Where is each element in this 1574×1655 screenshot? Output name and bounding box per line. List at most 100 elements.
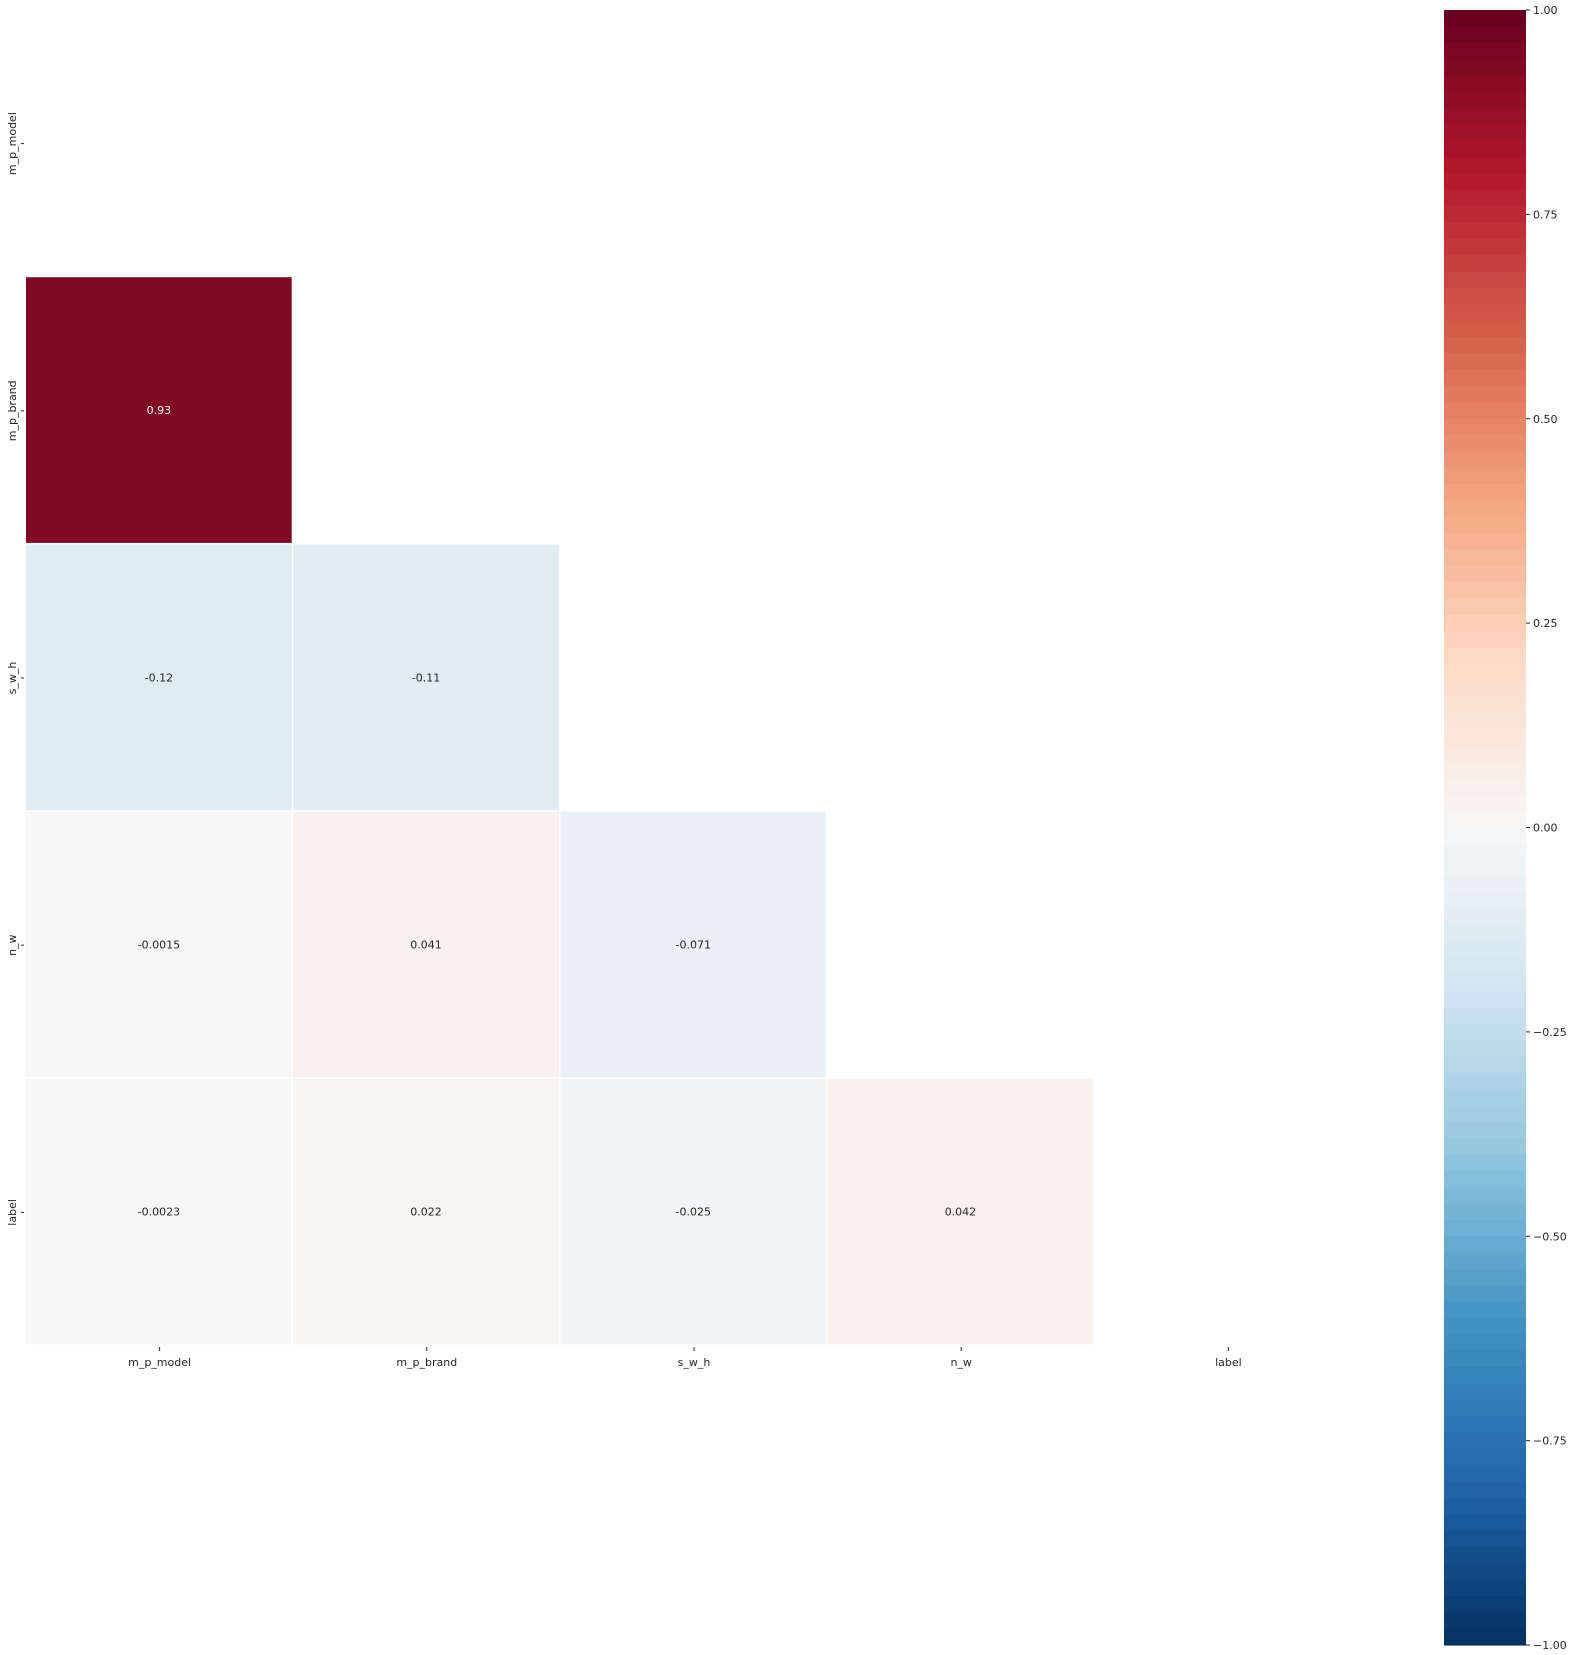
- colorbar-band: [1444, 1448, 1526, 1466]
- heatmap-cell-label-m_p_brand: [293, 1078, 559, 1345]
- colorbar-band: [1444, 500, 1526, 518]
- y-tick-label-s_w_h: s_w_h: [6, 662, 19, 695]
- heatmap-cell-m_p_brand-m_p_model: [26, 277, 292, 543]
- colorbar-band: [1444, 1514, 1526, 1532]
- colorbar-band: [1444, 222, 1526, 240]
- heatmap-cell-value-label-m_p_brand: 0.022: [410, 1206, 442, 1219]
- heatmap-cell-s_w_h-m_p_model: [26, 544, 292, 811]
- colorbar-band: [1444, 843, 1526, 861]
- colorbar-band: [1444, 287, 1526, 305]
- colorbar-band: [1444, 549, 1526, 567]
- colorbar: [1444, 10, 1526, 1646]
- colorbar-band: [1444, 1416, 1526, 1434]
- heatmap-cell-value-n_w-m_p_model: -0.0015: [138, 938, 180, 951]
- colorbar-band: [1444, 1318, 1526, 1335]
- colorbar-band: [1444, 467, 1526, 485]
- colorbar-band: [1444, 1154, 1526, 1172]
- heatmap-cell-value-label-m_p_model: -0.0023: [138, 1206, 180, 1219]
- heatmap-cell-value-n_w-s_w_h: -0.071: [676, 938, 711, 951]
- colorbar-band: [1444, 1465, 1526, 1483]
- colorbar-band: [1444, 974, 1526, 992]
- colorbar-band: [1444, 59, 1526, 76]
- colorbar-band: [1444, 1040, 1526, 1057]
- colorbar-band: [1444, 631, 1526, 649]
- colorbar-tick-label: −0.25: [1533, 1026, 1567, 1039]
- colorbar-band: [1444, 451, 1526, 469]
- heatmap-cell-n_w-s_w_h: [560, 811, 827, 1078]
- heatmap-cell-n_w-m_p_brand: [293, 811, 559, 1078]
- colorbar-band: [1444, 680, 1526, 698]
- colorbar-band: [1444, 565, 1526, 583]
- heatmap-cell-label-n_w: [827, 1078, 1094, 1345]
- x-tick-label-m_p_model: m_p_model: [128, 1356, 191, 1369]
- colorbar-band: [1444, 1301, 1526, 1319]
- colorbar-band: [1444, 484, 1526, 502]
- colorbar-band: [1444, 1497, 1526, 1515]
- heatmap-cell-n_w-m_p_model: [26, 811, 292, 1078]
- colorbar-band: [1444, 1072, 1526, 1090]
- heatmap-cell-label-m_p_model: [26, 1078, 292, 1345]
- colorbar-band: [1444, 958, 1526, 976]
- x-axis: m_p_model m_p_brand s_w_h n_w label: [128, 1347, 1242, 1369]
- colorbar-tick-label: 0.00: [1533, 822, 1558, 835]
- colorbar-band: [1444, 598, 1526, 616]
- colorbar-band: [1444, 1203, 1526, 1221]
- colorbar-band: [1444, 108, 1526, 126]
- colorbar-band: [1444, 140, 1526, 158]
- colorbar-axis: 1.00 0.75 0.50 0.25 0.00 −0.25 −0.50 −0.75 −1.00: [1526, 4, 1567, 1652]
- colorbar-band: [1444, 582, 1526, 600]
- colorbar-band: [1444, 1546, 1526, 1564]
- colorbar-band: [1444, 418, 1526, 436]
- colorbar-band: [1444, 337, 1526, 354]
- heatmap-cell-value-s_w_h-m_p_model: -0.12: [145, 671, 173, 684]
- colorbar-band: [1444, 745, 1526, 763]
- colorbar-band: [1444, 762, 1526, 780]
- x-tick-label-s_w_h: s_w_h: [678, 1356, 711, 1369]
- colorbar-tick-label: −0.75: [1533, 1435, 1567, 1448]
- colorbar-band: [1444, 1432, 1526, 1450]
- colorbar-band: [1444, 811, 1526, 829]
- colorbar-band: [1444, 1481, 1526, 1499]
- colorbar-band: [1444, 729, 1526, 747]
- colorbar-band: [1444, 941, 1526, 959]
- colorbar-band: [1444, 402, 1526, 420]
- colorbar-band: [1444, 386, 1526, 403]
- y-tick-label-n_w: n_w: [6, 934, 19, 955]
- colorbar-band: [1444, 369, 1526, 387]
- colorbar-band: [1444, 647, 1526, 665]
- y-tick-label-m_p_model: m_p_model: [6, 112, 19, 175]
- colorbar-tick-label: 0.50: [1533, 413, 1558, 426]
- heatmap-cell-s_w_h-m_p_brand: [293, 544, 559, 811]
- heatmap-cell-value-s_w_h-m_p_brand: -0.11: [412, 671, 440, 684]
- colorbar-band: [1444, 173, 1526, 191]
- x-tick-label-m_p_brand: m_p_brand: [396, 1356, 457, 1369]
- colorbar-band: [1444, 320, 1526, 338]
- x-tick-label-n_w: n_w: [950, 1356, 971, 1369]
- colorbar-band: [1444, 778, 1526, 796]
- colorbar-band: [1444, 271, 1526, 289]
- colorbar-tick-label: 1.00: [1533, 4, 1558, 17]
- colorbar-band: [1444, 75, 1526, 93]
- colorbar-band: [1444, 1007, 1526, 1025]
- colorbar-band: [1444, 1383, 1526, 1401]
- colorbar-band: [1444, 827, 1526, 845]
- colorbar-band: [1444, 1056, 1526, 1074]
- colorbar-band: [1444, 925, 1526, 943]
- colorbar-band: [1444, 876, 1526, 894]
- heatmap-cell-value-m_p_brand-m_p_model: 0.93: [147, 404, 172, 417]
- y-tick-label-label: label: [6, 1199, 19, 1226]
- x-tick-label-label: label: [1215, 1356, 1242, 1369]
- colorbar-band: [1444, 1285, 1526, 1303]
- heatmap-cell-label-s_w_h: [560, 1078, 827, 1345]
- colorbar-band: [1444, 1628, 1526, 1646]
- colorbar-tick-label: 0.75: [1533, 208, 1558, 221]
- colorbar-band: [1444, 991, 1526, 1008]
- colorbar-band: [1444, 1563, 1526, 1581]
- colorbar-band: [1444, 614, 1526, 632]
- colorbar-band: [1444, 206, 1526, 224]
- colorbar-band: [1444, 1612, 1526, 1630]
- heatmap-cell-value-label-n_w: 0.042: [945, 1206, 977, 1219]
- colorbar-band: [1444, 516, 1526, 534]
